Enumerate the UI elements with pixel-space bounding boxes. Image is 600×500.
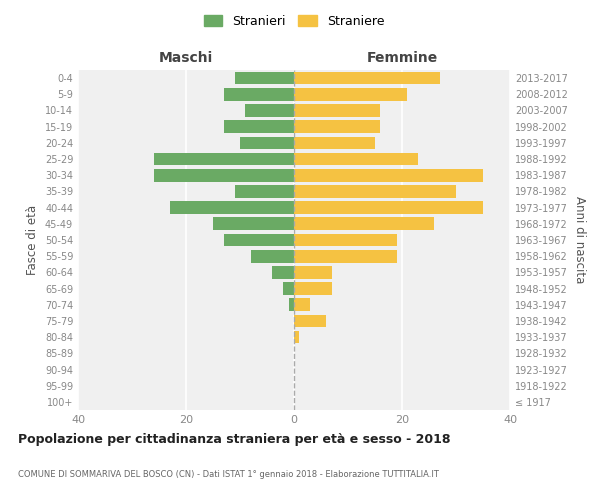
- Bar: [294, 202, 483, 214]
- Bar: [294, 331, 299, 344]
- Bar: [245, 104, 294, 117]
- Bar: [294, 234, 397, 246]
- Bar: [294, 169, 483, 181]
- Bar: [294, 152, 418, 166]
- Bar: [294, 136, 375, 149]
- Bar: [251, 250, 294, 262]
- Bar: [294, 314, 326, 328]
- Bar: [294, 185, 456, 198]
- Bar: [154, 169, 294, 181]
- Y-axis label: Fasce di età: Fasce di età: [26, 205, 39, 275]
- Bar: [224, 120, 294, 133]
- Text: Popolazione per cittadinanza straniera per età e sesso - 2018: Popolazione per cittadinanza straniera p…: [18, 432, 451, 446]
- Bar: [235, 72, 294, 85]
- Bar: [294, 120, 380, 133]
- Bar: [294, 72, 440, 85]
- Text: Maschi: Maschi: [159, 51, 213, 65]
- Bar: [294, 298, 310, 311]
- Bar: [294, 104, 380, 117]
- Bar: [294, 250, 397, 262]
- Y-axis label: Anni di nascita: Anni di nascita: [573, 196, 586, 284]
- Bar: [294, 266, 332, 278]
- Bar: [154, 152, 294, 166]
- Bar: [294, 282, 332, 295]
- Bar: [170, 202, 294, 214]
- Bar: [294, 218, 434, 230]
- Bar: [240, 136, 294, 149]
- Bar: [213, 218, 294, 230]
- Bar: [272, 266, 294, 278]
- Bar: [235, 185, 294, 198]
- Text: COMUNE DI SOMMARIVA DEL BOSCO (CN) - Dati ISTAT 1° gennaio 2018 - Elaborazione T: COMUNE DI SOMMARIVA DEL BOSCO (CN) - Dat…: [18, 470, 439, 479]
- Legend: Stranieri, Straniere: Stranieri, Straniere: [203, 15, 385, 28]
- Bar: [224, 234, 294, 246]
- Bar: [289, 298, 294, 311]
- Bar: [283, 282, 294, 295]
- Bar: [294, 88, 407, 101]
- Bar: [224, 88, 294, 101]
- Text: Femmine: Femmine: [367, 51, 437, 65]
